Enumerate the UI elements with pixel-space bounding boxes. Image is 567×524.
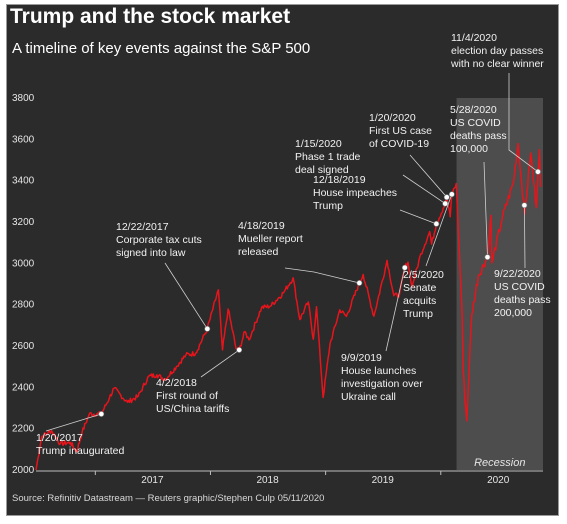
annotation-label: 2/5/2020 Senate acquits Trump: [403, 269, 444, 320]
annotation-label: 1/20/2020 First US case of COVID-19: [369, 112, 432, 150]
annotation-leader: [483, 161, 488, 258]
annotation-label: 1/15/2020 Phase 1 trade deal signed: [295, 138, 361, 176]
y-tick-label: 2600: [12, 341, 35, 352]
annotation-label: 11/4/2020 election day passes with no clea…: [450, 32, 544, 70]
x-tick-label: 2019: [372, 475, 395, 486]
annotation-marker: [433, 220, 440, 227]
annotation-marker: [448, 191, 455, 198]
x-tick-label: 2018: [256, 475, 279, 486]
annotation-marker: [535, 168, 541, 175]
y-tick-label: 2800: [12, 300, 35, 311]
annotation-leader: [200, 349, 240, 378]
annotation-leader: [409, 154, 448, 198]
annotation-marker: [98, 411, 105, 417]
annotation-label: 5/28/2020 US COVID deaths pass 100,000: [450, 104, 507, 155]
annotation-label: 1/20/2017 Trump inaugurated: [36, 432, 124, 457]
y-tick-label: 3200: [12, 217, 35, 228]
annotation-leader: [508, 73, 539, 173]
annotation-marker: [356, 280, 363, 286]
annotation-leader: [385, 267, 406, 352]
annotation-leader: [284, 267, 360, 284]
annotation-label: 12/18/2019 House impeaches Trump: [313, 174, 397, 212]
x-tick-label: 2020: [487, 475, 510, 486]
source-note: Source: Refinitiv Datastream — Reuters g…: [12, 493, 325, 504]
annotation-leader: [425, 194, 453, 267]
x-tick-label: 2017: [141, 475, 164, 486]
recession-band: [456, 98, 543, 470]
sp500-series-line: [35, 142, 542, 471]
y-tick-label: 2200: [12, 424, 35, 435]
chart-title: Trump and the stock market: [10, 5, 291, 28]
annotation-label: 4/2/2018 First round of US/China tariffs: [156, 377, 229, 415]
annotation-marker: [204, 325, 211, 332]
annotation-leader: [524, 205, 526, 269]
annotation-label: 9/9/2019 House launches investigation over…: [341, 352, 423, 403]
annotation-leader: [45, 413, 102, 432]
annotation-leader: [164, 262, 208, 330]
chart-subtitle: A timeline of key events against the S&P…: [12, 40, 311, 57]
annotation-marker: [442, 200, 449, 207]
y-tick-label: 3400: [12, 176, 35, 187]
y-tick-label: 2400: [12, 382, 35, 393]
annotation-marker: [443, 194, 450, 201]
annotation-marker: [236, 347, 243, 353]
annotation-marker: [401, 264, 408, 271]
annotation-leader: [402, 174, 446, 204]
y-tick-label: 3600: [12, 134, 35, 145]
y-tick-label: 3000: [12, 258, 35, 269]
y-tick-label: 3800: [12, 93, 35, 104]
annotation-label: 9/22/2020 US COVID deaths pass 200,000: [494, 268, 551, 319]
annotation-leader: [399, 209, 437, 225]
annotation-label: 4/18/2019 Mueller report released: [238, 220, 303, 258]
y-tick-label: 2000: [12, 465, 35, 476]
annotation-marker: [521, 202, 528, 209]
annotation-label: 12/22/2017 Corporate tax cuts signed into …: [116, 221, 202, 259]
recession-label: Recession: [474, 457, 525, 469]
annotation-marker: [484, 254, 491, 261]
